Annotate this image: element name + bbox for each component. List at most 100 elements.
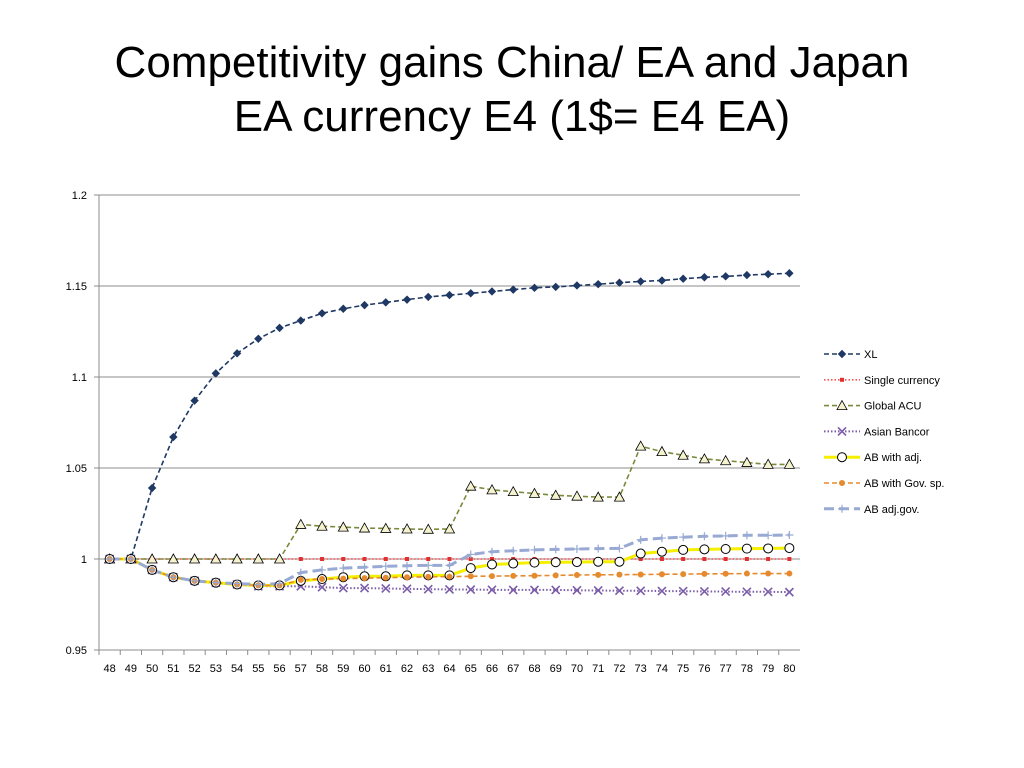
data-point-single-currency bbox=[723, 557, 728, 561]
data-point-global-acu bbox=[316, 520, 328, 531]
data-point-global-acu bbox=[231, 553, 243, 564]
data-point-xl bbox=[339, 304, 348, 313]
data-point-ab-with-gov-sp- bbox=[467, 573, 474, 580]
data-point-ab-adj-gov- bbox=[572, 544, 581, 553]
x-tick-label: 73 bbox=[635, 663, 647, 675]
line-chart: 0.95 1 1.05 1.1 1.15 1.2 48 49 50 51 52 53 54 55 56 57 5… bbox=[66, 190, 945, 675]
x-tick-label: 71 bbox=[592, 663, 604, 675]
data-point-asian-bancor bbox=[444, 584, 455, 594]
x-tick-label: 60 bbox=[358, 663, 370, 675]
legend-marker-ab-adj-gov- bbox=[838, 504, 846, 513]
x-tick-label: 52 bbox=[188, 663, 200, 675]
data-point-single-currency bbox=[341, 557, 346, 561]
data-point-ab-adj-gov- bbox=[254, 580, 263, 589]
data-point-single-currency bbox=[787, 557, 792, 561]
data-point-ab-with-adj- bbox=[571, 557, 582, 568]
data-point-global-acu bbox=[762, 458, 774, 469]
data-point-ab-with-adj- bbox=[550, 557, 561, 568]
data-point-xl bbox=[381, 298, 390, 307]
y-tick-label: 0.95 bbox=[66, 645, 87, 657]
data-point-ab-with-gov-sp- bbox=[361, 575, 368, 582]
data-point-single-currency bbox=[298, 557, 303, 561]
data-point-asian-bancor bbox=[699, 586, 709, 596]
x-tick-label: 76 bbox=[698, 663, 710, 675]
data-point-asian-bancor bbox=[721, 587, 731, 597]
data-point-single-currency bbox=[638, 557, 643, 561]
data-point-asian-bancor bbox=[784, 587, 794, 597]
data-point-single-currency bbox=[468, 557, 473, 561]
legend-label-single-currency: Single currency bbox=[864, 375, 940, 387]
x-tick-label: 72 bbox=[613, 663, 625, 675]
data-point-xl bbox=[785, 269, 794, 278]
data-point-ab-with-adj- bbox=[741, 543, 752, 554]
data-point-xl bbox=[424, 292, 433, 302]
data-point-global-acu bbox=[783, 458, 796, 469]
data-point-global-acu bbox=[443, 523, 456, 534]
data-point-ab-adj-gov- bbox=[169, 573, 178, 582]
data-point-global-acu bbox=[422, 523, 434, 534]
data-point-global-acu bbox=[210, 553, 222, 564]
data-point-xl bbox=[551, 282, 560, 292]
data-point-ab-with-adj- bbox=[635, 548, 646, 559]
legend-marker-global-acu bbox=[836, 399, 848, 410]
data-point-asian-bancor bbox=[508, 585, 518, 595]
data-point-single-currency bbox=[681, 557, 686, 561]
data-point-xl bbox=[572, 281, 582, 290]
data-point-ab-adj-gov- bbox=[275, 579, 284, 588]
data-point-ab-adj-gov- bbox=[594, 544, 603, 553]
data-point-ab-with-gov-sp- bbox=[595, 571, 602, 578]
data-point-ab-with-adj- bbox=[763, 543, 774, 554]
legend-label-ab-with-adj-: AB with adj. bbox=[864, 452, 922, 464]
data-point-single-currency bbox=[426, 557, 431, 561]
x-tick-label: 66 bbox=[486, 663, 498, 675]
data-point-global-acu bbox=[252, 553, 264, 564]
x-tick-label: 74 bbox=[656, 663, 668, 675]
data-point-ab-with-gov-sp- bbox=[722, 570, 729, 577]
data-point-asian-bancor bbox=[423, 584, 433, 594]
data-point-xl bbox=[317, 309, 327, 318]
data-point-asian-bancor bbox=[593, 585, 603, 596]
data-point-ab-with-gov-sp- bbox=[658, 571, 665, 578]
data-point-xl bbox=[636, 277, 645, 286]
data-point-ab-with-gov-sp- bbox=[319, 576, 326, 583]
data-point-ab-with-adj- bbox=[465, 563, 476, 574]
data-point-ab-adj-gov- bbox=[381, 562, 390, 571]
x-tick-label: 50 bbox=[146, 663, 158, 675]
legend-label-xl: XL bbox=[864, 349, 877, 361]
data-point-ab-adj-gov- bbox=[636, 535, 645, 544]
data-point-asian-bancor bbox=[381, 583, 391, 594]
data-point-global-acu bbox=[337, 521, 349, 532]
data-point-ab-with-gov-sp- bbox=[531, 572, 538, 579]
data-point-ab-with-adj- bbox=[508, 558, 519, 569]
data-point-global-acu bbox=[507, 485, 519, 497]
data-point-global-acu bbox=[380, 522, 392, 533]
legend-marker-ab-with-adj- bbox=[837, 452, 847, 463]
legend-marker-single-currency bbox=[840, 377, 844, 382]
x-tick-label: 64 bbox=[443, 663, 455, 675]
data-point-ab-adj-gov- bbox=[530, 545, 539, 554]
data-point-single-currency bbox=[702, 557, 707, 561]
data-point-ab-with-gov-sp- bbox=[340, 575, 347, 582]
data-point-global-acu bbox=[719, 454, 732, 466]
data-point-single-currency bbox=[383, 557, 388, 561]
data-point-ab-adj-gov- bbox=[211, 578, 220, 587]
data-point-global-acu bbox=[571, 490, 583, 501]
legend-label-asian-bancor: Asian Bancor bbox=[864, 426, 930, 438]
data-point-ab-with-gov-sp- bbox=[616, 571, 623, 578]
legend-label-ab-with-gov-sp-: AB with Gov. sp. bbox=[864, 478, 945, 490]
data-point-ab-with-gov-sp- bbox=[701, 570, 708, 577]
data-point-ab-with-gov-sp- bbox=[425, 573, 432, 580]
data-point-ab-with-gov-sp- bbox=[510, 572, 517, 579]
data-point-asian-bancor bbox=[763, 587, 773, 597]
data-point-global-acu bbox=[698, 453, 711, 464]
data-point-xl bbox=[615, 278, 624, 287]
data-point-ab-adj-gov- bbox=[509, 546, 518, 555]
data-point-asian-bancor bbox=[657, 586, 667, 596]
data-point-ab-with-adj- bbox=[720, 543, 731, 554]
data-point-global-acu bbox=[741, 456, 753, 467]
slide-title: Competitivity gains China/ EA and Japan … bbox=[0, 36, 1024, 144]
data-point-asian-bancor bbox=[338, 583, 348, 593]
y-tick-label: 1.1 bbox=[72, 372, 87, 384]
data-point-single-currency bbox=[766, 557, 771, 561]
y-tick-label: 1 bbox=[81, 554, 87, 566]
